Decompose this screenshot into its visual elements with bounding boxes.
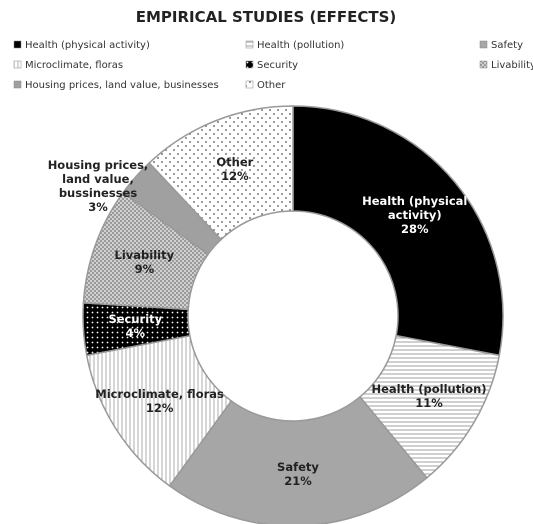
- data-label: Microclimate, floras 12%: [85, 387, 235, 415]
- data-label-name: Security: [108, 311, 163, 326]
- data-label-name: Other: [216, 155, 254, 170]
- legend-label: Microclimate, floras: [25, 60, 123, 71]
- data-label-value: 12%: [221, 169, 249, 184]
- data-label-name: Livability: [114, 248, 175, 263]
- data-label: Security 4%: [60, 312, 210, 340]
- data-label-name: Health (physical activity): [362, 194, 468, 223]
- data-label-value: 9%: [134, 262, 155, 277]
- data-label: Health (pollution) 11%: [354, 382, 504, 410]
- legend-swatch: [479, 60, 488, 69]
- chart-title: EMPIRICAL STUDIES (EFFECTS): [136, 8, 397, 26]
- data-label-value: 3%: [88, 200, 108, 214]
- legend-swatch: [245, 80, 254, 89]
- data-label-value: 11%: [415, 396, 443, 411]
- donut-slice: [168, 395, 428, 524]
- data-label-name: Safety: [277, 459, 319, 474]
- legend-swatch: [13, 40, 22, 49]
- legend-label: Security: [257, 60, 298, 71]
- data-label-value: 21%: [284, 473, 312, 488]
- legend-label: Health (pollution): [257, 40, 344, 51]
- data-label: Health (physical activity) 28%: [340, 194, 490, 236]
- data-label: Housing prices, land value, bussinesses 3…: [43, 158, 153, 214]
- legend-swatch: [245, 60, 254, 69]
- data-label-value: 12%: [145, 400, 174, 415]
- legend-label: Other: [257, 80, 286, 91]
- legend-swatch: [479, 40, 488, 49]
- legend-label: Health (physical activity): [25, 40, 150, 51]
- data-label-name: Microclimate, floras: [95, 386, 224, 401]
- data-label-value: 4%: [125, 325, 146, 340]
- legend-swatch: [245, 40, 254, 49]
- data-label: Other 12%: [160, 155, 310, 183]
- legend-swatch: [13, 60, 22, 69]
- legend-swatch: [13, 80, 22, 89]
- legend-label: Livability: [491, 60, 533, 71]
- donut-slice: [292, 105, 504, 357]
- legend-label: Housing prices, land value, businesses: [25, 80, 219, 91]
- donut-slice: [148, 105, 294, 241]
- data-label-name: Housing prices, land value, bussinesses: [47, 158, 149, 200]
- data-label: Safety 21%: [223, 460, 373, 488]
- legend-label: Safety: [491, 40, 523, 51]
- data-label-name: Health (pollution): [371, 382, 487, 397]
- data-label-value: 28%: [400, 222, 429, 237]
- data-label: Livability 9%: [69, 248, 219, 276]
